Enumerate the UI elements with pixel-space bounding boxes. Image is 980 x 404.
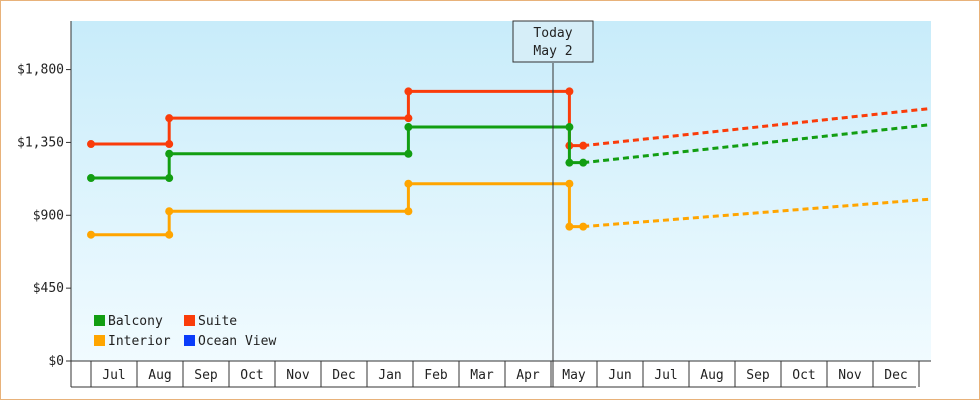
x-tick-label: Jan <box>378 368 401 383</box>
legend-swatch <box>184 335 195 346</box>
x-tick-label: Nov <box>286 368 310 383</box>
legend-label: Ocean View <box>198 334 276 349</box>
series-point <box>165 114 174 123</box>
series-point <box>565 158 574 167</box>
y-tick-label: $0 <box>48 354 64 369</box>
series-balcony <box>87 123 932 183</box>
series-point <box>165 140 174 149</box>
series-point <box>579 141 588 150</box>
series-forecast-line <box>583 106 932 148</box>
series-point <box>404 87 413 96</box>
y-tick-label: $900 <box>33 208 64 223</box>
x-tick-label: Dec <box>884 368 907 383</box>
series-point <box>404 114 413 123</box>
series-point <box>87 140 95 149</box>
x-tick-label: Apr <box>516 368 540 383</box>
series-point <box>165 207 174 216</box>
series-point <box>165 230 174 239</box>
y-tick-label: $1,350 <box>17 135 64 150</box>
legend-swatch <box>184 315 195 326</box>
legend: Balcony Suite Interior Ocean View <box>94 314 276 349</box>
legend-swatch <box>94 335 105 346</box>
x-tick-label: May <box>562 368 586 383</box>
legend-item-ocean-view: Ocean View <box>184 334 276 349</box>
x-tick-label: Dec <box>332 368 355 383</box>
x-tick-label: Nov <box>838 368 862 383</box>
y-axis: $0 $450 $900 $1,350 $1,800 <box>17 21 72 387</box>
today-marker: Today May 2 <box>512 20 594 387</box>
series-forecast-line <box>583 197 932 229</box>
today-box <box>512 20 594 63</box>
series-point <box>87 174 95 183</box>
legend-item-interior: Interior <box>94 334 171 349</box>
x-tick-label: Aug <box>148 368 171 383</box>
x-tick-label: Oct <box>240 368 263 383</box>
series-point <box>565 222 574 231</box>
plot-area <box>71 21 931 361</box>
x-tick-label: Aug <box>700 368 723 383</box>
series-forecast-line <box>583 123 932 165</box>
legend-item-suite: Suite <box>184 314 237 329</box>
series-point <box>565 87 574 96</box>
today-label: Today <box>533 26 572 41</box>
series-line <box>91 125 584 180</box>
x-tick-label: Jul <box>102 368 125 383</box>
series-point <box>565 123 574 132</box>
legend-label: Interior <box>108 334 171 349</box>
today-date: May 2 <box>533 44 572 59</box>
legend-swatch <box>94 315 105 326</box>
x-tick-label: Feb <box>424 368 448 383</box>
x-tick-label: Mar <box>470 368 494 383</box>
legend-label: Balcony <box>108 314 163 329</box>
x-axis: Jul Aug Sep Oct Nov Dec Jan Feb Mar Apr May Jun Jul A… <box>71 360 931 388</box>
legend-label: Suite <box>198 314 237 329</box>
series-point <box>404 123 413 132</box>
y-tick-label: $1,800 <box>17 63 64 78</box>
series-point <box>87 230 95 239</box>
series-point <box>565 179 574 188</box>
y-tick-label: $450 <box>33 281 64 296</box>
series-lines <box>87 87 932 239</box>
x-tick-label: Sep <box>746 368 770 383</box>
series-point <box>404 179 413 188</box>
series-point <box>165 174 174 183</box>
series-point <box>404 207 413 216</box>
x-tick-label: Jun <box>608 368 631 383</box>
series-point <box>165 149 174 158</box>
series-point <box>579 222 588 231</box>
x-tick-label: Oct <box>792 368 815 383</box>
x-tick-label: Jul <box>654 368 677 383</box>
x-tick-label: Sep <box>194 368 218 383</box>
series-interior <box>87 179 932 239</box>
series-point <box>579 158 588 167</box>
series-point <box>404 149 413 158</box>
legend-item-balcony: Balcony <box>94 314 163 329</box>
